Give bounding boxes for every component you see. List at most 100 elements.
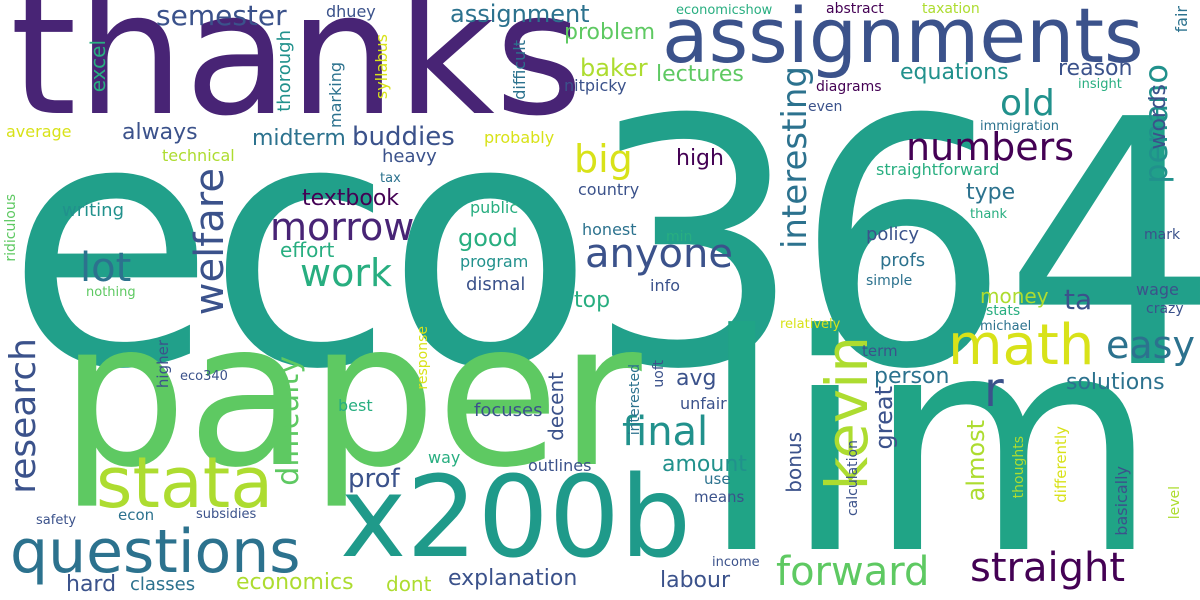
word-diagrams: diagrams bbox=[816, 79, 882, 95]
word-dont: dont bbox=[386, 572, 432, 596]
word-money: money bbox=[980, 284, 1049, 308]
word-honest: honest bbox=[582, 220, 637, 239]
word-interested: interested bbox=[627, 364, 643, 436]
word-public: public bbox=[470, 198, 519, 217]
word-bonus: bonus bbox=[782, 432, 806, 493]
word-hard: hard bbox=[66, 572, 117, 597]
word-explanation: explanation bbox=[448, 566, 578, 591]
word-forward: forward bbox=[776, 549, 930, 595]
word-nitpicky: nitpicky bbox=[564, 76, 627, 95]
word-crazy: crazy bbox=[1146, 301, 1184, 317]
word-numbers: numbers bbox=[906, 125, 1075, 169]
word-final: final bbox=[622, 409, 709, 455]
word-tax: tax bbox=[380, 171, 401, 186]
word-mark: mark bbox=[1144, 227, 1181, 243]
word-econ: econ bbox=[118, 506, 155, 524]
word-dismal: dismal bbox=[466, 274, 526, 295]
word-heavy: heavy bbox=[382, 146, 437, 167]
word-info: info bbox=[650, 276, 681, 295]
word-relatively: relatively bbox=[780, 317, 841, 332]
word-uoft: uoft bbox=[651, 360, 667, 388]
word-thorough: thorough bbox=[274, 30, 295, 112]
word-eco340: eco340 bbox=[180, 369, 228, 384]
word-fair: fair bbox=[1172, 6, 1191, 33]
word-use: use bbox=[704, 470, 731, 488]
word-r: r bbox=[984, 362, 1004, 418]
word-economics: economics bbox=[236, 570, 354, 595]
word-always: always bbox=[122, 120, 198, 145]
word-lot: lot bbox=[80, 245, 132, 291]
word-interesting: interesting bbox=[775, 66, 815, 250]
word-effort: effort bbox=[280, 238, 335, 262]
word-top: top bbox=[574, 288, 611, 313]
word-lim: lim bbox=[700, 271, 1159, 600]
word-differently: differently bbox=[1052, 426, 1070, 503]
word-policy: policy bbox=[866, 224, 919, 245]
word-way: way bbox=[428, 448, 461, 467]
word-stats: stats bbox=[986, 303, 1021, 319]
word-ta: ta bbox=[1064, 283, 1093, 316]
word-solutions: solutions bbox=[1066, 370, 1165, 395]
word-min: min bbox=[666, 229, 693, 245]
word-taxation: taxation bbox=[922, 1, 980, 17]
word-great: great bbox=[870, 386, 898, 450]
word-outlines: outlines bbox=[528, 456, 592, 475]
word-term: term bbox=[862, 342, 898, 360]
word-big: big bbox=[574, 137, 633, 181]
word-ridiculous: ridiculous bbox=[3, 194, 19, 262]
word-focuses: focuses bbox=[474, 400, 543, 421]
word-higher: higher bbox=[154, 340, 172, 389]
word-reason: reason bbox=[1058, 56, 1133, 81]
word-midterm: midterm bbox=[252, 126, 346, 151]
word-decent: decent bbox=[544, 372, 568, 441]
word-labour: labour bbox=[660, 568, 731, 593]
word-assignments: assignments bbox=[662, 0, 1144, 80]
word-difficult: difficult bbox=[510, 40, 529, 100]
word-best: best bbox=[338, 396, 373, 415]
word-marking: marking bbox=[326, 62, 345, 128]
word-morrow: morrow bbox=[270, 205, 415, 249]
word-dhuey: dhuey bbox=[326, 2, 376, 21]
word-math: math bbox=[948, 313, 1095, 378]
word-country: country bbox=[578, 180, 640, 199]
word-michael: michael bbox=[980, 319, 1032, 334]
word-subsidies: subsidies bbox=[196, 507, 257, 522]
word-excel: excel bbox=[86, 40, 110, 93]
word-lectures: lectures bbox=[656, 62, 744, 87]
word-means: means bbox=[694, 488, 745, 506]
word-textbook: textbook bbox=[302, 186, 400, 211]
word-profs: profs bbox=[880, 250, 926, 271]
word-even: even bbox=[808, 99, 843, 115]
word-probably: probably bbox=[484, 128, 555, 147]
word-research: research bbox=[3, 338, 44, 494]
word-old: old bbox=[1000, 83, 1055, 124]
word-economicshow: economicshow bbox=[676, 3, 773, 18]
word-straight: straight bbox=[970, 545, 1126, 591]
word-high: high bbox=[676, 146, 724, 171]
word-anyone: anyone bbox=[585, 231, 733, 277]
word-writing: writing bbox=[62, 200, 125, 221]
word-classes: classes bbox=[130, 574, 196, 595]
word-paper: paper bbox=[60, 279, 642, 512]
word-problem: problem bbox=[564, 20, 656, 45]
word-calculation: calculation bbox=[845, 440, 861, 517]
word-simple: simple bbox=[866, 273, 913, 289]
word-thank: thank bbox=[970, 207, 1008, 222]
word-straightforward: straightforward bbox=[876, 160, 1000, 179]
word-baker: baker bbox=[580, 54, 648, 82]
word-wage: wage bbox=[1136, 280, 1179, 299]
word-buddies: buddies bbox=[352, 122, 455, 152]
word-program: program bbox=[460, 252, 529, 271]
word-basically: basically bbox=[1112, 466, 1131, 536]
word-words: words bbox=[1146, 84, 1171, 150]
word-prof: prof bbox=[348, 464, 400, 494]
word-insight: insight bbox=[1078, 77, 1122, 92]
word-nothing: nothing bbox=[86, 285, 136, 300]
word-safety: safety bbox=[36, 513, 77, 528]
word-abstract: abstract bbox=[826, 1, 884, 17]
word-almost: almost bbox=[962, 420, 990, 502]
word-work: work bbox=[300, 251, 392, 295]
word-income: income bbox=[712, 555, 760, 570]
word-eco364: eco364 bbox=[6, 48, 1200, 444]
